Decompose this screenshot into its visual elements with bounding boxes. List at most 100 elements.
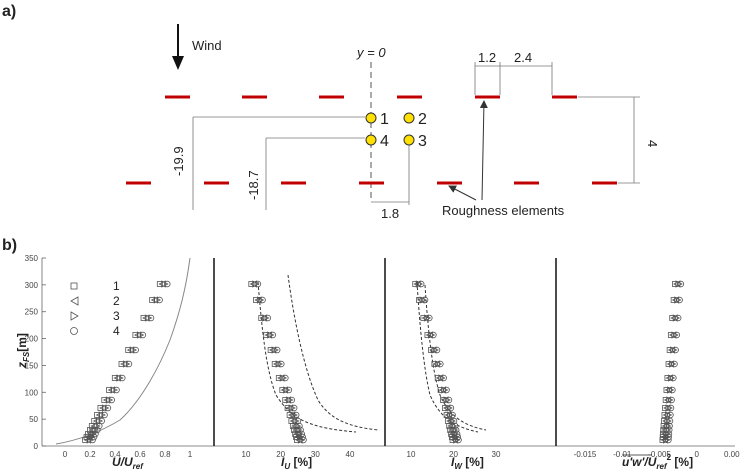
svg-text:2: 2 (113, 294, 120, 308)
square-marker (412, 281, 419, 287)
y-tick-label: 250 (25, 308, 39, 317)
triangle-right-marker (448, 417, 456, 425)
dim-row-spacing-label: 4 (645, 140, 660, 147)
circle-marker (677, 280, 685, 288)
circle-marker (421, 296, 429, 304)
square-marker (424, 332, 431, 338)
triangle-left-marker (429, 346, 437, 354)
circle-marker (274, 346, 281, 354)
y-tick-label: 300 (25, 281, 39, 290)
triangle-left-marker (259, 314, 267, 322)
square-marker (279, 387, 286, 393)
dim-gap-label: 2.4 (514, 50, 532, 65)
x-tick-label: 20 (449, 450, 458, 459)
circle-marker (125, 360, 133, 368)
triangle-right-marker (665, 411, 673, 419)
triangle-left-marker (249, 280, 257, 288)
triangle-right-marker (445, 404, 453, 412)
measurement-points (365, 112, 415, 146)
triangle-right-marker (672, 314, 681, 322)
panel-b-label: b) (2, 237, 17, 254)
triangle-right-marker (431, 346, 439, 354)
circle-marker (669, 386, 676, 394)
circle-marker (676, 296, 683, 304)
triangle-left-marker (413, 280, 421, 288)
panel-a: a) Wind y = 0 (2, 3, 660, 221)
circle-marker (668, 396, 675, 404)
square-marker (662, 405, 668, 411)
triangle-left-marker (95, 411, 103, 419)
dim-width-label: 1.2 (478, 50, 496, 65)
circle-marker (104, 404, 112, 412)
circle-marker (98, 417, 105, 425)
svg-text:1: 1 (113, 279, 120, 293)
square-marker (666, 347, 673, 353)
x-tick-label: -0.015 (574, 450, 597, 459)
velocity-fit-curve (55, 257, 191, 445)
triangle-right-marker (447, 411, 455, 419)
triangle-left-marker (660, 436, 668, 444)
triangle-right-marker (453, 436, 461, 444)
triangle-left-marker (280, 386, 288, 394)
triangle-right-marker (665, 404, 673, 412)
circle-marker (264, 314, 272, 322)
roughness-arrows (448, 100, 488, 201)
iu-lower-curve (257, 281, 357, 433)
svg-text:4: 4 (113, 324, 120, 338)
triangle-left-marker (663, 396, 672, 404)
legend-item-1: 1 (70, 279, 120, 293)
triangle-left-marker (667, 346, 676, 354)
triangle-left-marker (662, 417, 670, 425)
square-marker (659, 437, 666, 443)
triangle-right-marker (668, 374, 676, 382)
triangle-left-marker (671, 296, 680, 304)
x-tick-label: 0.6 (134, 450, 146, 459)
circle-marker (132, 346, 139, 354)
centerline-label: y = 0 (356, 45, 386, 60)
square-marker (437, 387, 444, 393)
scatter-markers (82, 280, 685, 444)
circle-marker (101, 411, 108, 419)
triangle-right-marker (443, 396, 451, 404)
subplot-1-title: U/Uref (112, 455, 144, 471)
triangle-left-marker (268, 346, 277, 354)
circle-marker (430, 331, 437, 339)
triangle-right-marker (438, 374, 446, 382)
y-tick-label: 0 (34, 442, 39, 451)
triangle-left-marker (665, 374, 673, 382)
square-marker (669, 315, 676, 321)
triangle-right-marker (450, 426, 459, 434)
x-tick-label: 0.8 (159, 450, 171, 459)
legend-circle-icon (70, 327, 78, 335)
square-marker (663, 387, 670, 393)
square-marker (440, 397, 446, 403)
x-tick-label: 1 (188, 450, 193, 459)
triangle-left-marker (83, 436, 92, 444)
dimension-z2 (265, 137, 365, 210)
point-2-marker (403, 112, 415, 124)
circle-marker (671, 360, 678, 368)
legend-item-3: 3 (70, 309, 120, 323)
square-marker (449, 437, 456, 443)
panel-a-label: a) (2, 3, 16, 20)
triangle-left-marker (99, 404, 107, 412)
triangle-left-marker (441, 396, 449, 404)
circle-marker (666, 426, 673, 434)
subplot-3-title: IW [%] (451, 455, 484, 471)
square-marker (282, 397, 289, 403)
triangle-left-marker (113, 374, 121, 382)
triangle-left-marker (285, 404, 294, 412)
square-marker (132, 332, 139, 338)
square-marker (101, 397, 108, 403)
circle-marker (89, 436, 96, 444)
square-marker (85, 431, 91, 437)
circle-marker (665, 436, 672, 444)
square-marker (665, 361, 672, 367)
triangle-left-marker (662, 411, 670, 419)
circle-marker (290, 404, 298, 412)
point-3-label: 3 (418, 133, 427, 150)
dim-z1-label: -19.9 (171, 146, 186, 176)
circle-marker (269, 331, 277, 339)
legend: 1 2 3 4 (70, 279, 120, 338)
